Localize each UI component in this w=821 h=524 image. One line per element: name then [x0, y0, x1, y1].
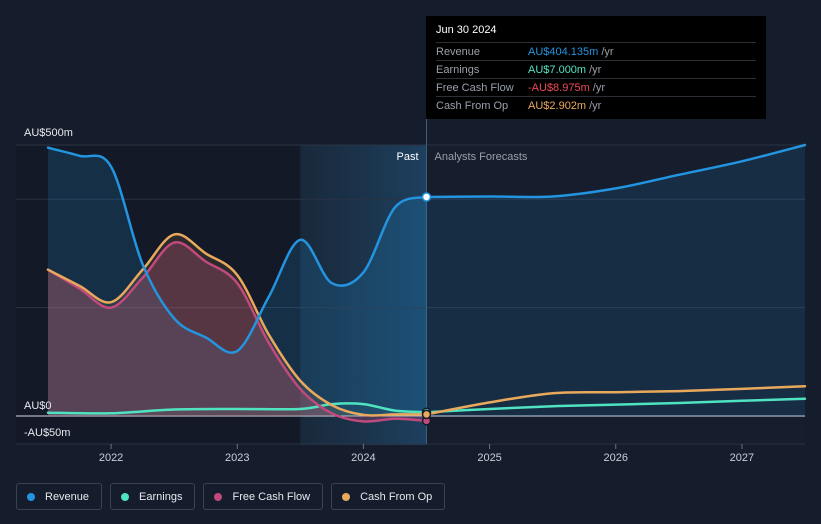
free-cash-flow-area [48, 242, 427, 422]
tooltip-row-earnings: Earnings AU$7.000m /yr [436, 60, 756, 78]
tooltip-value: -AU$8.975m [528, 81, 590, 94]
legend-item-revenue[interactable]: Revenue [16, 483, 103, 510]
legend-item-cash-from-op[interactable]: Cash From Op [331, 483, 446, 510]
legend-item-free-cash-flow[interactable]: Free Cash Flow [203, 483, 324, 510]
free-cash-flow-dot-icon [214, 492, 223, 501]
x-tick-label: 2024 [351, 452, 375, 464]
tooltip-unit: /yr [589, 63, 602, 76]
earnings-forecast-line [425, 397, 807, 414]
revenue-dot-icon [27, 492, 35, 501]
x-tick-label: 2025 [477, 452, 501, 464]
revenue-line [46, 146, 428, 354]
tooltip-label: Revenue [436, 45, 481, 58]
tooltip-label: Cash From Op [436, 99, 509, 112]
cash-from-op-dot-icon [342, 492, 351, 501]
forecast-label: Analysts Forecasts [435, 151, 528, 163]
tooltip-unit: /yr [589, 99, 602, 112]
tooltip-label: Free Cash Flow [436, 81, 514, 94]
tooltip-value: AU$2.902m [528, 99, 587, 112]
tooltip-unit: /yr [601, 45, 614, 58]
free-cash-flow-line [46, 241, 428, 423]
earnings-dot-icon [121, 492, 130, 501]
x-tick-label: 2023 [225, 452, 249, 464]
tooltip-label: Earnings [436, 63, 480, 76]
legend-label: Revenue [45, 490, 90, 503]
tooltip-unit: /yr [592, 81, 605, 94]
tooltip-row-free-cash-flow: Free Cash Flow -AU$8.975m /yr [436, 78, 756, 96]
past-label: Past [396, 151, 418, 163]
revenue-marker [421, 192, 432, 202]
tooltip-date: Jun 30 2024 [436, 24, 497, 36]
cash-from-op-marker [421, 409, 432, 420]
tooltip: Jun 30 2024 Revenue AU$404.135m /yr Earn… [426, 16, 766, 119]
x-tick-label: 2022 [99, 452, 123, 464]
cash-from-op-line [46, 232, 428, 417]
tooltip-row-revenue: Revenue AU$404.135m /yr [436, 42, 756, 60]
y-axis-label: AU$500m [24, 127, 73, 139]
legend-label: Cash From Op [360, 490, 433, 503]
tooltip-row-cash-from-op: Cash From Op AU$2.902m /yr [436, 96, 756, 114]
revenue-area [48, 147, 427, 416]
legend-label: Earnings [139, 490, 183, 503]
legend-item-earnings[interactable]: Earnings [110, 483, 196, 510]
tooltip-value: AU$404.135m [528, 45, 599, 58]
recent-shade [300, 145, 427, 445]
y-axis-label: AU$0 [24, 400, 52, 412]
cash-from-op-forecast-line [425, 384, 807, 416]
y-axis-label: -AU$50m [24, 427, 70, 439]
revenue-forecast-area [426, 145, 805, 416]
legend: Revenue Earnings Free Cash Flow Cash Fro… [16, 483, 446, 510]
tooltip-value: AU$7.000m [528, 63, 587, 76]
revenue-forecast-line [425, 143, 807, 199]
x-tick-label: 2027 [730, 452, 754, 464]
legend-label: Free Cash Flow [232, 490, 311, 503]
earnings-line [46, 402, 428, 415]
x-tick-label: 2026 [604, 452, 628, 464]
